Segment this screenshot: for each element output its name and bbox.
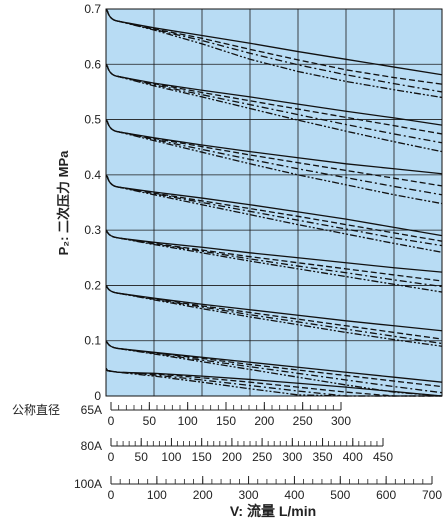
curve-dash-dot-dot <box>105 119 443 205</box>
y-tick-label: 0.5 <box>84 113 101 127</box>
x-scale-size-label: 100A <box>74 477 102 491</box>
x-scale-tick-label: 100 <box>178 414 198 428</box>
x-scale-tick-label: 50 <box>143 414 157 428</box>
x-scale-tick-label: 400 <box>343 450 363 464</box>
x-scale-size-label: 80A <box>81 439 102 453</box>
plot-area <box>106 9 442 396</box>
x-scale-tick-label: 0 <box>108 450 115 464</box>
y-tick-label: 0 <box>94 389 101 403</box>
x-scale-tick-label: 250 <box>252 450 272 464</box>
x-axis-scales: 0 50 100 150 200 250 300 公称直径 65A 0 50 100 150 200 250… <box>12 402 442 502</box>
nominal-diameter-label: 公称直径 <box>12 403 60 417</box>
x-scale-tick-label: 150 <box>216 414 236 428</box>
frame <box>105 8 443 397</box>
curves <box>105 8 443 397</box>
x-scale-tick-label: 150 <box>192 450 212 464</box>
x-scale-tick-label: 200 <box>193 488 213 502</box>
x-scale-tick-label: 400 <box>284 488 304 502</box>
plot-frame <box>105 8 443 397</box>
curve-dash-dot-dot <box>105 285 443 347</box>
x-scale-size-label: 65A <box>81 403 102 417</box>
x-scale-tick-label: 100 <box>161 450 181 464</box>
y-axis: 0 0.1 0.2 0.3 0.4 0.5 0.6 0.7 <box>84 2 101 403</box>
x-scale-tick-label: 300 <box>331 414 351 428</box>
curve-dash-dot-dot <box>105 8 443 99</box>
y-tick-label: 0.4 <box>84 168 101 182</box>
x-scale-tick-label: 100 <box>147 488 167 502</box>
x-scale-tick-label: 700 <box>422 488 442 502</box>
x-scale-tick-label: 300 <box>282 450 302 464</box>
y-axis-title: P₂: 二次压力 MPa <box>56 150 71 256</box>
curve-dash-dot-dot <box>105 174 443 253</box>
x-scale-tick-label: 50 <box>135 450 149 464</box>
y-tick-label: 0.1 <box>84 334 101 348</box>
x-axis-title: V: 流量 L/min <box>230 503 316 519</box>
y-tick-label: 0.6 <box>84 57 101 71</box>
x-scale-tick-label: 200 <box>254 414 274 428</box>
x-scale-tick-label: 600 <box>376 488 396 502</box>
curve-dash-dot-dot <box>105 63 443 153</box>
y-tick-label: 0.2 <box>84 278 101 292</box>
y-tick-label: 0.7 <box>84 2 101 16</box>
x-scale-tick-label: 200 <box>222 450 242 464</box>
x-scale-tick-label: 450 <box>373 450 393 464</box>
x-scale-tick-label: 350 <box>313 450 333 464</box>
plot-background <box>106 9 442 396</box>
x-scale-tick-label: 300 <box>239 488 259 502</box>
x-scale-tick-label: 500 <box>330 488 350 502</box>
y-tick-label: 0.3 <box>84 223 101 237</box>
curve-dash-dot-dot <box>105 368 442 397</box>
curve-dash-dot-dot <box>105 229 443 293</box>
x-scale-tick-label: 250 <box>293 414 313 428</box>
x-scale-tick-label: 0 <box>108 414 115 428</box>
x-scale-tick-label: 0 <box>108 488 115 502</box>
curve-dash-dot-dot <box>105 340 443 397</box>
